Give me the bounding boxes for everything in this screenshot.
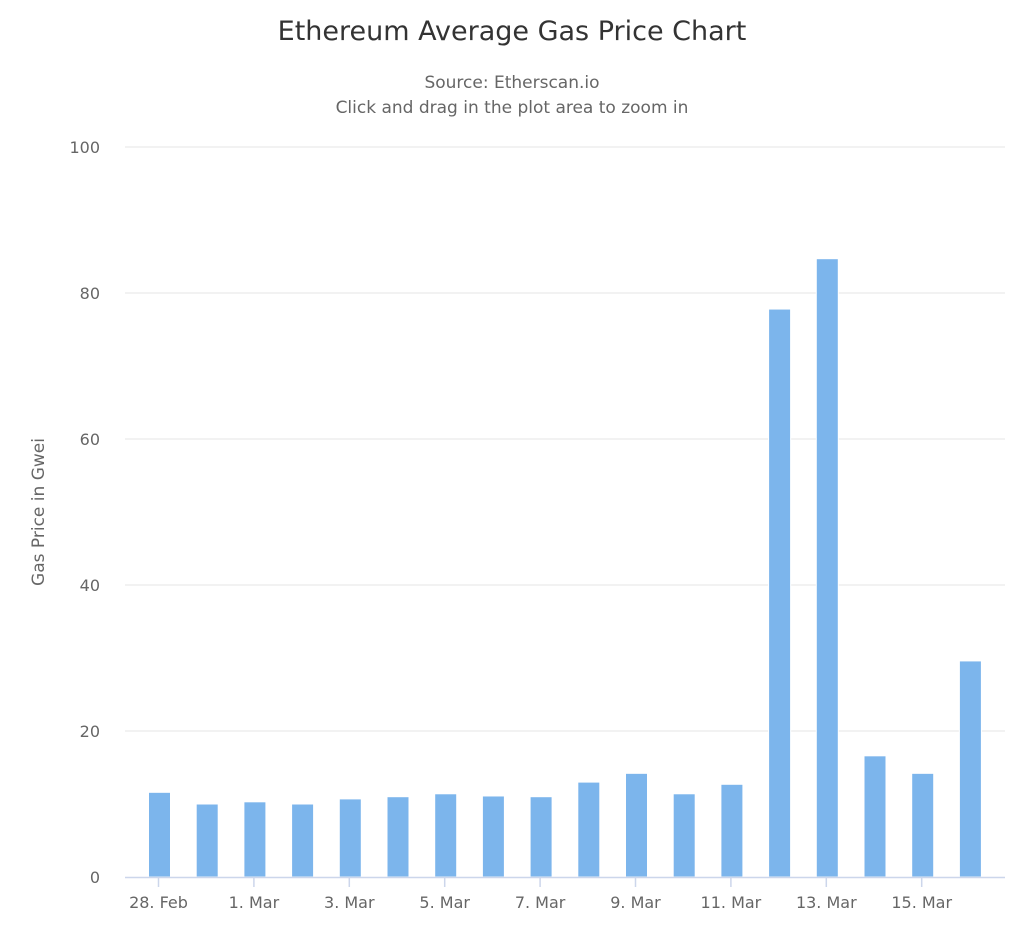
chart-subtitle-zoom-hint: Click and drag in the plot area to zoom … bbox=[336, 98, 689, 118]
chart-subtitle: Source: Etherscan.io bbox=[424, 73, 599, 93]
x-tick-label: 13. Mar bbox=[796, 893, 857, 912]
bar-5-mar[interactable] bbox=[434, 793, 458, 878]
bar-13-mar[interactable] bbox=[815, 258, 839, 878]
y-tick-label: 80 bbox=[80, 284, 100, 303]
y-tick-label: 0 bbox=[90, 868, 100, 887]
x-tick-label: 7. Mar bbox=[515, 893, 566, 912]
bar-15-mar[interactable] bbox=[911, 772, 935, 878]
y-tick-label: 40 bbox=[80, 576, 100, 595]
bar-1-mar[interactable] bbox=[243, 801, 267, 878]
bar-11-mar[interactable] bbox=[720, 783, 744, 878]
bar-2-mar[interactable] bbox=[291, 803, 315, 878]
bar-6-mar[interactable] bbox=[481, 795, 505, 878]
x-tick-label: 3. Mar bbox=[324, 893, 375, 912]
bar-29-feb[interactable] bbox=[195, 803, 219, 878]
x-tick-label: 5. Mar bbox=[419, 893, 470, 912]
x-tick-label: 9. Mar bbox=[610, 893, 661, 912]
bar-10-mar[interactable] bbox=[672, 793, 696, 878]
bar-16-mar[interactable] bbox=[958, 660, 982, 878]
bar-14-mar[interactable] bbox=[863, 755, 887, 878]
y-tick-label: 100 bbox=[69, 138, 100, 157]
bar-9-mar[interactable] bbox=[625, 772, 648, 878]
bar-4-mar[interactable] bbox=[386, 796, 410, 878]
x-tick-label: 28. Feb bbox=[129, 893, 188, 912]
bar-3-mar[interactable] bbox=[338, 798, 362, 878]
y-tick-label: 60 bbox=[80, 430, 100, 449]
x-tick-label: 11. Mar bbox=[701, 893, 762, 912]
bar-8-mar[interactable] bbox=[577, 781, 601, 878]
bar-12-mar[interactable] bbox=[768, 308, 792, 878]
bar-7-mar[interactable] bbox=[529, 796, 553, 878]
y-axis-label: Gas Price in Gwei bbox=[29, 438, 49, 586]
x-tick-label: 1. Mar bbox=[229, 893, 280, 912]
y-tick-label: 20 bbox=[80, 722, 100, 741]
chart-title: Ethereum Average Gas Price Chart bbox=[278, 16, 747, 47]
x-tick-label: 15. Mar bbox=[891, 893, 952, 912]
bar-28-feb[interactable] bbox=[148, 791, 171, 878]
